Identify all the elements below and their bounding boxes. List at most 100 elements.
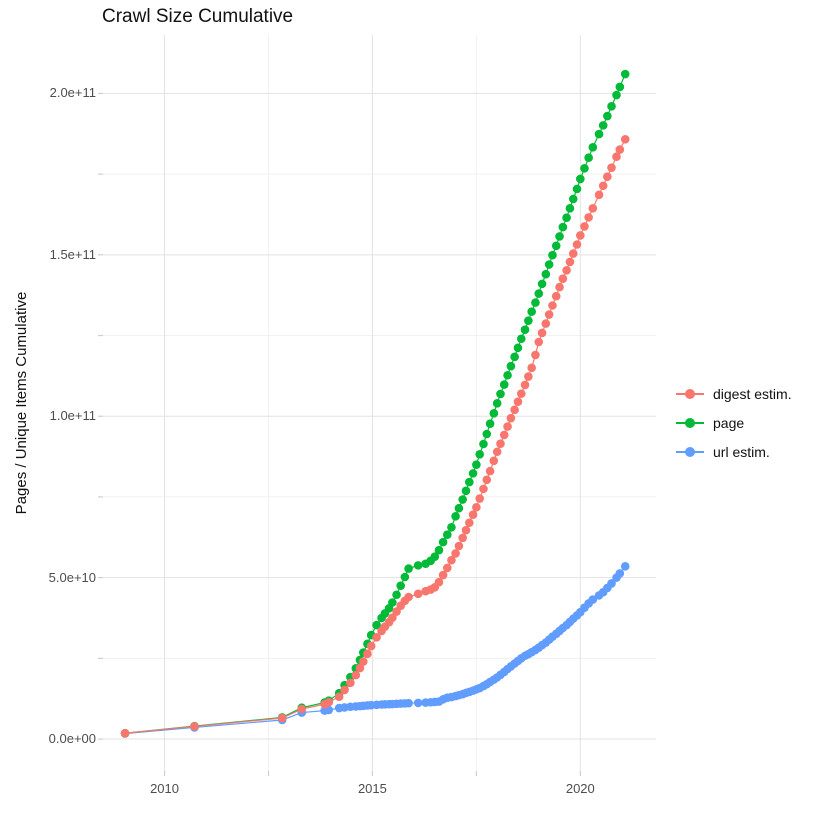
- data-point: [388, 613, 397, 622]
- data-point: [392, 590, 401, 600]
- data-point: [524, 372, 533, 381]
- data-point: [551, 241, 561, 251]
- data-point: [334, 692, 344, 702]
- data-point: [404, 698, 413, 708]
- legend-label: page: [713, 414, 745, 431]
- data-point: [520, 325, 530, 335]
- data-point: [372, 620, 381, 630]
- data-point: [479, 484, 488, 494]
- data-point: [568, 249, 578, 258]
- data-point: [482, 475, 492, 485]
- data-point: [413, 589, 423, 599]
- data-point: [620, 134, 630, 144]
- legend-key-icon: [676, 446, 704, 457]
- data-point: [584, 153, 593, 162]
- data-point: [584, 213, 593, 222]
- data-point: [499, 430, 509, 440]
- data-point: [607, 102, 616, 111]
- y-tick-label: 1.0e+11: [49, 408, 96, 424]
- data-point: [594, 129, 604, 139]
- data-point: [534, 337, 544, 347]
- data-point: [451, 512, 460, 521]
- data-point: [565, 204, 575, 213]
- data-point: [572, 240, 582, 249]
- data-point: [461, 525, 471, 535]
- data-point: [503, 422, 512, 431]
- data-point: [516, 334, 526, 344]
- data-point: [598, 181, 608, 191]
- data-point: [555, 282, 564, 292]
- data-point: [588, 143, 598, 152]
- data-point: [531, 350, 540, 360]
- data-point: [363, 649, 372, 659]
- data-point: [340, 685, 349, 695]
- data-point: [588, 204, 598, 213]
- data-point: [465, 477, 474, 487]
- data-point: [442, 563, 452, 573]
- data-point: [499, 380, 509, 389]
- data-point: [510, 352, 519, 362]
- data-point: [472, 460, 481, 469]
- legend: digest estim. page url estim.: [676, 379, 792, 466]
- data-point: [548, 250, 557, 260]
- data-point: [468, 510, 478, 519]
- data-point: [576, 231, 585, 240]
- data-point: [568, 194, 578, 204]
- data-point: [372, 633, 381, 642]
- x-tick-label: 2020: [565, 781, 595, 796]
- data-point: [506, 361, 516, 371]
- data-point: [465, 518, 474, 528]
- data-point: [612, 90, 621, 100]
- data-point: [496, 389, 505, 399]
- y-tick-label: 2.0e+11: [49, 85, 96, 101]
- data-point: [615, 569, 625, 578]
- data-point: [447, 522, 456, 532]
- data-point: [413, 561, 423, 570]
- data-point: [442, 530, 452, 540]
- data-point: [489, 409, 499, 418]
- chart-title: Crawl Size Cumulative: [102, 6, 294, 27]
- y-tick-label: 0.0e+00: [48, 731, 96, 747]
- legend-dot-swatch: [685, 446, 695, 457]
- legend-dot-swatch: [685, 388, 695, 399]
- data-point: [551, 291, 561, 301]
- data-point: [351, 670, 361, 680]
- data-point: [458, 495, 467, 504]
- data-point: [489, 456, 499, 466]
- data-point: [555, 232, 564, 241]
- data-point: [324, 697, 334, 707]
- data-point: [506, 413, 516, 423]
- data-point: [580, 164, 589, 173]
- data-point: [544, 310, 554, 319]
- data-point: [527, 363, 536, 373]
- data-point: [558, 274, 568, 284]
- data-point: [576, 174, 585, 184]
- data-point: [562, 266, 571, 275]
- data-point: [544, 260, 554, 269]
- data-point: [461, 486, 471, 496]
- y-tick-label: 5.0e+10: [48, 569, 96, 585]
- data-point: [510, 405, 519, 415]
- data-point: [451, 549, 460, 558]
- y-axis-title: Pages / Unique Items Cumulative: [13, 291, 30, 515]
- data-point: [496, 439, 505, 448]
- data-point: [603, 111, 612, 121]
- data-point: [615, 145, 625, 154]
- data-point: [438, 537, 448, 547]
- data-point: [620, 562, 630, 571]
- data-point: [537, 328, 547, 338]
- data-point: [430, 552, 440, 561]
- data-point: [572, 184, 582, 194]
- legend-key-icon: [676, 388, 704, 399]
- data-point: [434, 545, 444, 555]
- data-point: [598, 121, 608, 130]
- data-point: [520, 380, 530, 390]
- data-point: [438, 570, 448, 580]
- data-point: [366, 641, 376, 651]
- data-point: [620, 69, 630, 79]
- data-point: [454, 541, 464, 551]
- data-point: [475, 494, 485, 503]
- data-point: [472, 502, 481, 512]
- data-point: [558, 222, 568, 232]
